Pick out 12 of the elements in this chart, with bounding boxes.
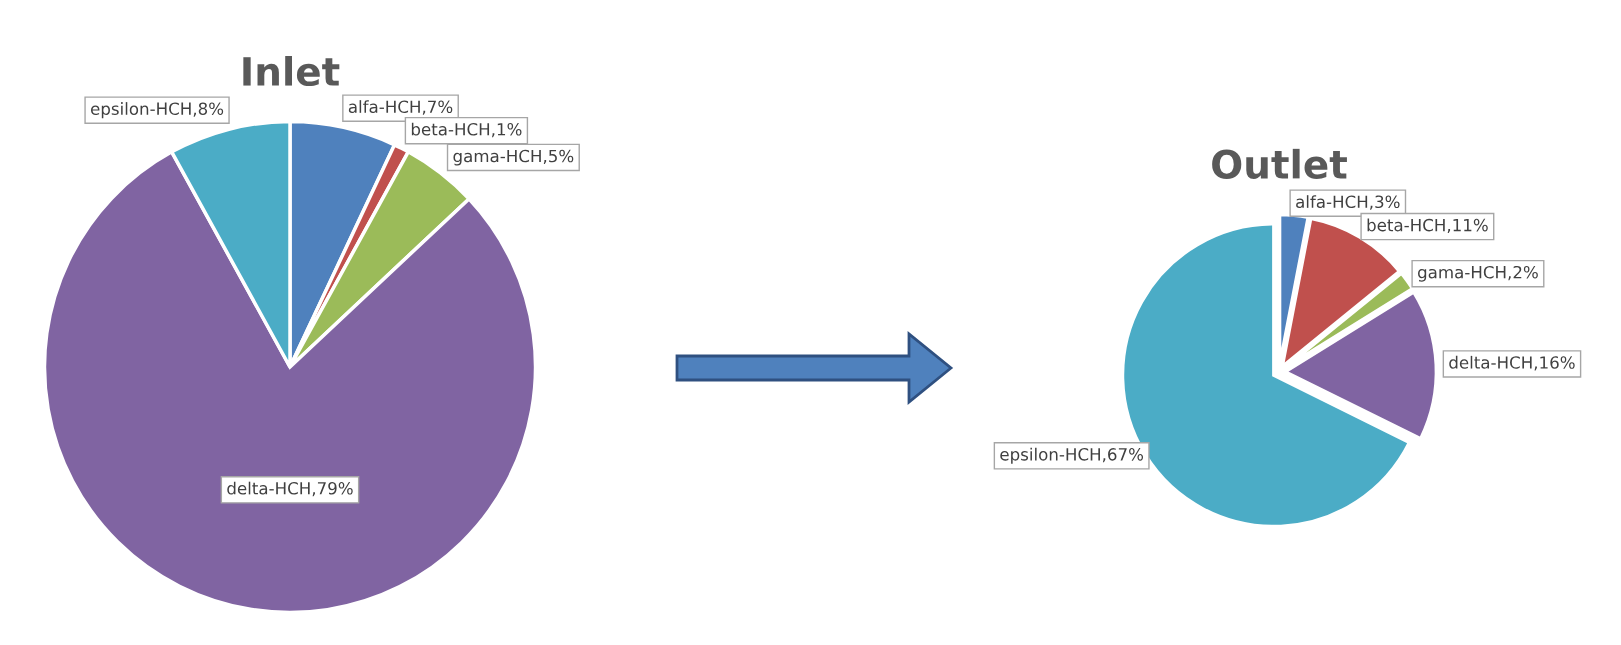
slice-label: epsilon-HCH,8% [90,102,224,119]
chart-title: Inlet [243,56,340,87]
slice-label: delta-HCH,16% [1449,355,1575,371]
slice-label: epsilon-HCH,67% [1000,447,1144,464]
slice-label: delta-HCH,79% [227,481,353,497]
slice-label: beta-HCH,11% [1367,218,1488,234]
slice-label: alfa-HCH,7% [348,100,453,115]
slice-label: gama-HCH,5% [453,149,574,166]
slice-label: alfa-HCH,3% [1296,195,1400,210]
slice-label: beta-HCH,1% [411,122,522,138]
chart-title: Outlet [1212,148,1347,179]
slice-label: gama-HCH,2% [1418,265,1538,282]
